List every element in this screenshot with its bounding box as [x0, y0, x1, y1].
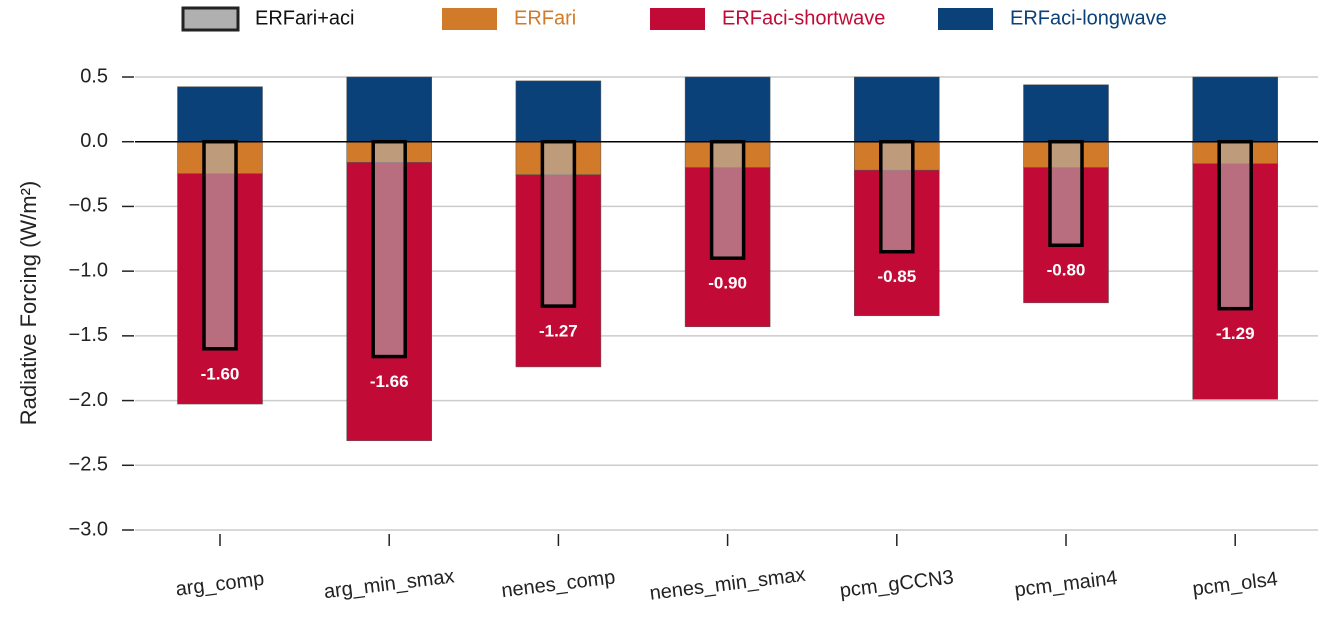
bar-longwave [854, 76, 940, 142]
y-tick-label: −3.0 [69, 518, 108, 540]
bar-longwave [684, 76, 771, 142]
y-tick-label: −1.5 [69, 324, 108, 346]
bar-net [1217, 139, 1253, 311]
x-tick-label: arg_min_smax [323, 565, 456, 603]
value-label: -0.90 [708, 274, 747, 293]
bar-longwave [177, 86, 263, 142]
x-tick-label: nenes_comp [500, 566, 616, 602]
legend-swatch [938, 8, 993, 30]
x-tick-label: pcm_ols4 [1191, 568, 1279, 600]
bar-net [371, 139, 407, 359]
y-tick-label: 0.5 [80, 65, 108, 87]
legend-label: ERFari+aci [255, 7, 354, 29]
bar-net [879, 139, 915, 254]
y-tick-label: −2.0 [69, 389, 108, 411]
x-tick-label: pcm_main4 [1013, 567, 1118, 601]
value-label: -0.85 [877, 267, 916, 286]
bar-net [1048, 139, 1084, 248]
y-tick-label: −2.5 [69, 454, 108, 476]
value-label: -1.60 [201, 364, 240, 383]
value-label: -1.29 [1216, 324, 1255, 343]
value-label: -1.27 [539, 322, 578, 341]
x-tick-label: pcm_gCCN3 [839, 566, 955, 602]
bar-net [202, 139, 238, 351]
legend-label: ERFaci-longwave [1010, 7, 1167, 29]
legend-label: ERFari [514, 7, 576, 29]
bar-longwave [1023, 84, 1109, 142]
bar-longwave [1192, 76, 1278, 142]
x-tick-label: arg_comp [174, 568, 265, 601]
bar-longwave [346, 76, 432, 142]
legend-swatch [442, 8, 497, 30]
y-tick-label: 0.0 [80, 130, 108, 152]
x-tick-label: nenes_min_smax [648, 564, 806, 605]
legend-swatch [650, 8, 705, 30]
legend-swatch [181, 6, 240, 32]
y-tick-label: −0.5 [69, 195, 108, 217]
value-label: -1.66 [370, 372, 409, 391]
y-axis-label: Radiative Forcing (W/m²) [16, 181, 41, 425]
bar-net [540, 139, 577, 308]
bar-longwave [515, 80, 602, 142]
legend-label: ERFaci-shortwave [722, 7, 885, 29]
bar-net [709, 139, 746, 260]
y-tick-label: −1.0 [69, 259, 108, 281]
value-label: -0.80 [1047, 261, 1086, 280]
